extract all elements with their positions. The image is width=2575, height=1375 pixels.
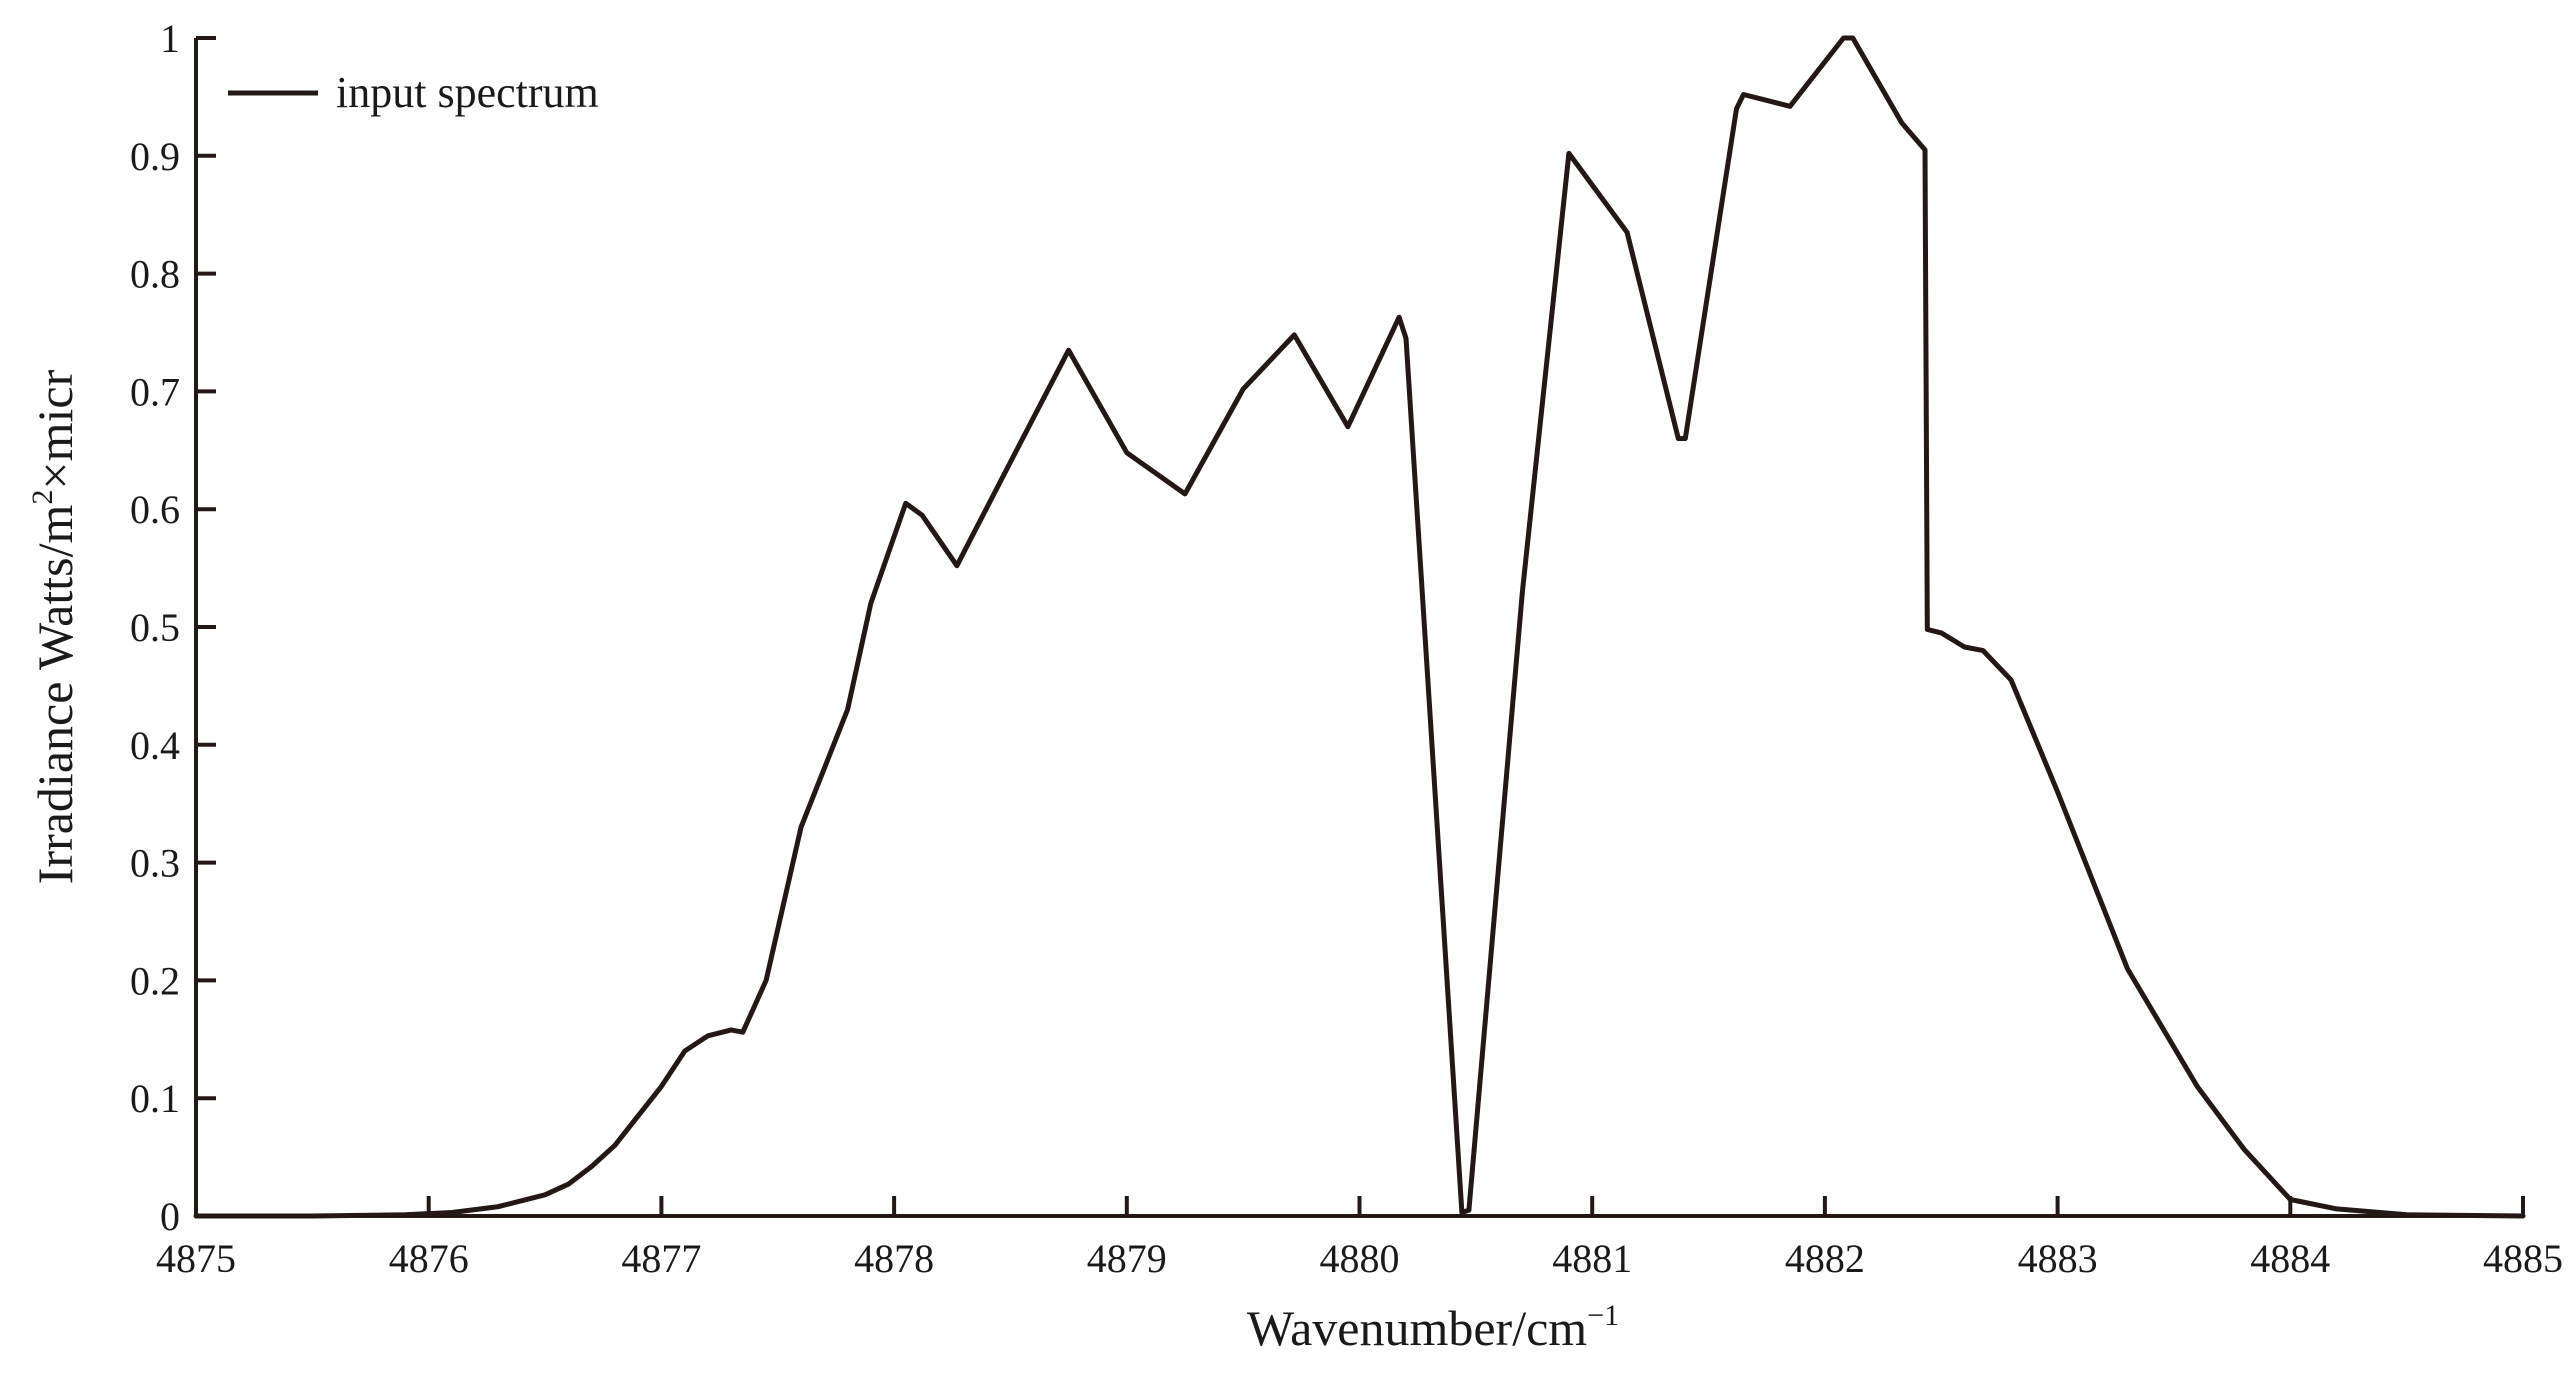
x-tick-label: 4876 (389, 1236, 469, 1281)
legend: input spectrum (228, 68, 599, 117)
x-axis-ticks: 4875 4876 4877 4878 4879 4880 4881 4882 4883 4884… (156, 1196, 2563, 1281)
y-tick-label: 0.3 (130, 841, 180, 886)
x-tick-label: 4875 (156, 1236, 236, 1281)
legend-label: input spectrum (336, 68, 599, 117)
x-tick-label: 4882 (1785, 1236, 1865, 1281)
y-axis-title: Irradiance Watts/m2×micr (26, 369, 83, 884)
x-axis-title: Wavenumber/cm−1 (1247, 1299, 1619, 1356)
x-tick-label: 4877 (621, 1236, 701, 1281)
y-tick-label: 0.5 (130, 605, 180, 650)
y-axis-ticks: 0 0.1 0.2 0.3 0.4 0.5 0.6 0.7 0.8 0.9 1 (130, 16, 216, 1239)
y-tick-label: 0.9 (130, 134, 180, 179)
y-tick-label: 0.6 (130, 487, 180, 532)
input-spectrum-line (193, 35, 2526, 1219)
x-tick-label: 4879 (1087, 1236, 1167, 1281)
y-tick-label: 0.4 (130, 723, 180, 768)
x-tick-label: 4883 (2018, 1236, 2098, 1281)
y-tick-label: 0.7 (130, 369, 180, 414)
y-tick-label: 0 (160, 1194, 180, 1239)
y-tick-label: 1 (160, 16, 180, 61)
y-tick-label: 0.8 (130, 252, 180, 297)
x-tick-label: 4884 (2250, 1236, 2330, 1281)
x-tick-label: 4878 (854, 1236, 934, 1281)
y-tick-label: 0.2 (130, 958, 180, 1003)
x-tick-label: 4881 (1552, 1236, 1632, 1281)
x-tick-label: 4880 (1320, 1236, 1400, 1281)
x-tick-label: 4885 (2483, 1236, 2563, 1281)
y-tick-label: 0.1 (130, 1076, 180, 1121)
